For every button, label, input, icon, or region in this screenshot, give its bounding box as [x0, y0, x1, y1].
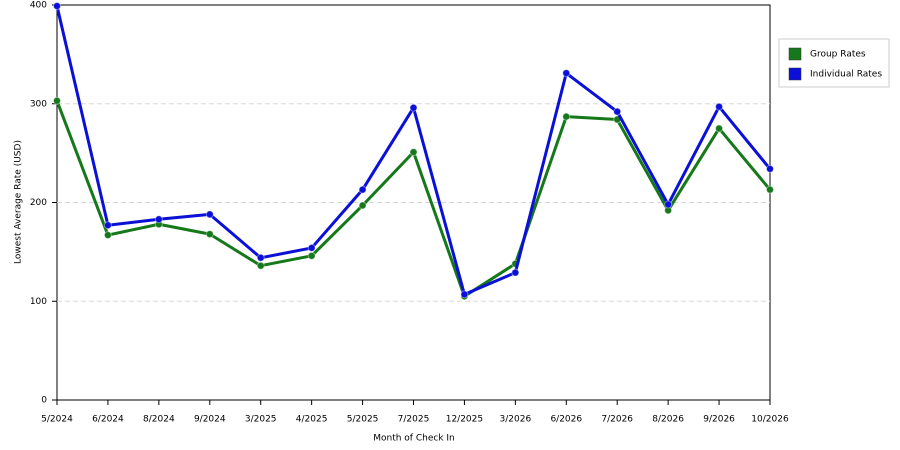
x-tick-label: 12/2025 [446, 415, 483, 425]
data-point [103, 231, 112, 240]
y-tick-label: 400 [30, 1, 47, 11]
data-point [307, 251, 316, 260]
x-tick-label: 7/2026 [601, 415, 633, 425]
data-point [664, 200, 673, 209]
data-point [766, 185, 774, 194]
data-point [613, 107, 622, 116]
data-point [715, 124, 724, 133]
data-point [715, 102, 724, 111]
data-point [53, 96, 61, 105]
data-point [53, 1, 61, 10]
data-point [562, 112, 571, 121]
y-axis-label: Lowest Average Rate (USD) [14, 140, 24, 264]
x-tick-label: 6/2026 [550, 415, 582, 425]
data-point [256, 253, 265, 262]
data-point [766, 164, 774, 173]
x-tick-label: 3/2025 [245, 415, 277, 425]
x-tick-label: 7/2025 [398, 415, 430, 425]
x-tick-label: 9/2024 [194, 415, 226, 425]
x-tick-label: 4/2025 [296, 415, 328, 425]
x-tick-label: 9/2026 [703, 415, 735, 425]
data-point [409, 103, 418, 112]
data-point [205, 230, 214, 239]
data-point [460, 290, 469, 299]
data-point [358, 185, 367, 194]
legend-swatch [788, 67, 802, 81]
legend-swatch [788, 47, 802, 61]
y-tick-label: 200 [30, 198, 47, 208]
y-tick-label: 0 [41, 396, 47, 406]
data-point [307, 243, 316, 252]
x-axis-label: Month of Check In [373, 434, 455, 444]
y-tick-label: 100 [30, 297, 47, 307]
data-point [205, 210, 214, 219]
legend-label: Group Rates [810, 50, 866, 60]
x-tick-label: 3/2026 [500, 415, 532, 425]
x-tick-label: 8/2026 [652, 415, 684, 425]
data-point [511, 268, 520, 277]
x-tick-label: 5/2025 [347, 415, 379, 425]
data-point [409, 148, 418, 157]
series-line [55, 100, 772, 298]
legend-label: Individual Rates [810, 70, 882, 80]
x-tick-label: 10/2026 [751, 415, 789, 425]
y-tick-label: 300 [30, 99, 47, 109]
x-tick-label: 6/2024 [92, 415, 124, 425]
x-tick-label: 5/2024 [41, 415, 73, 425]
data-point [103, 221, 112, 230]
data-point [358, 201, 367, 210]
data-point [154, 215, 163, 224]
x-tick-label: 8/2024 [143, 415, 175, 425]
data-point [256, 261, 265, 270]
data-point [562, 69, 571, 78]
